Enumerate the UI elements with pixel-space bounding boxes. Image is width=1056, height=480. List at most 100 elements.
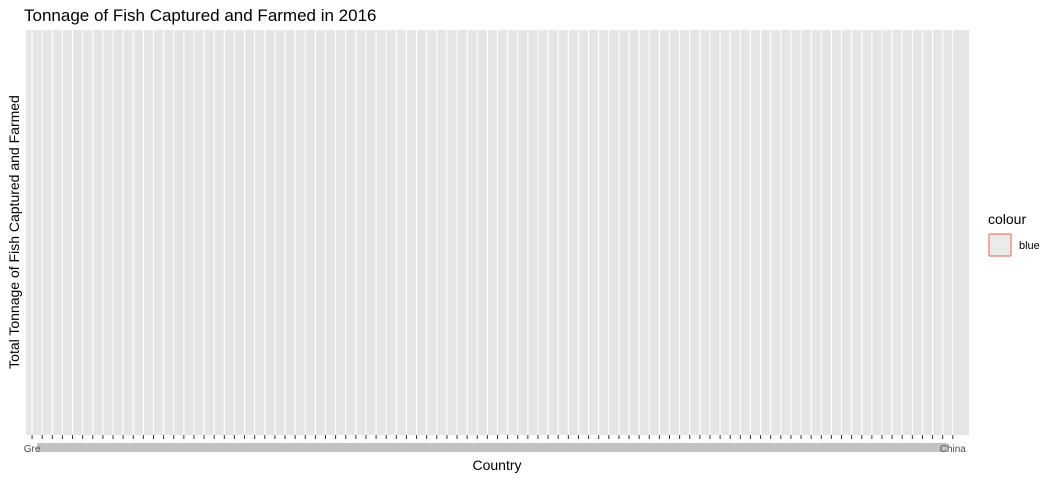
legend: colour blue <box>988 211 1040 257</box>
x-tick-label-overlap <box>47 443 58 452</box>
x-tick-label-overlap <box>401 443 412 452</box>
x-tick-label-overlap <box>452 443 463 452</box>
x-tick-label-overlap <box>269 443 280 452</box>
x-tick-label-overlap <box>472 443 483 452</box>
x-tick-label-overlap <box>138 443 149 452</box>
x-tick-label-overlap <box>684 443 695 452</box>
x-tick-label-overlap <box>178 443 189 452</box>
x-tick-label-overlap <box>512 443 523 452</box>
x-tick-label-overlap <box>108 443 119 452</box>
x-tick-label-overlap <box>340 443 351 452</box>
x-tick-label-overlap <box>360 443 371 452</box>
x-tick-label-overlap <box>441 443 452 452</box>
x-tick-label-overlap <box>887 443 898 452</box>
x-tick-label-overlap <box>745 443 756 452</box>
x-tick-label-overlap <box>593 443 604 452</box>
x-tick-label-overlap <box>644 443 655 452</box>
x-tick-label-overlap <box>624 443 635 452</box>
x-tick-label-overlap <box>239 443 250 452</box>
x-tick-label-overlap <box>199 443 210 452</box>
x-tick-label-overlap <box>87 443 98 452</box>
x-tick-label-overlap <box>67 443 78 452</box>
x-tick-label-overlap <box>603 443 614 452</box>
x-axis-label: Country <box>472 457 521 473</box>
x-tick-label-overlap <box>917 443 928 452</box>
x-tick-label-overlap <box>765 443 776 452</box>
x-tick-label-overlap <box>785 443 796 452</box>
x-tick-label-overlap <box>97 443 108 452</box>
x-tick-label-overlap <box>209 443 220 452</box>
x-tick-label-overlap <box>371 443 382 452</box>
x-tick-label-overlap <box>411 443 422 452</box>
x-tick-label-overlap <box>715 443 726 452</box>
x-tick-label-overlap <box>775 443 786 452</box>
x-tick-label-overlap <box>249 443 260 452</box>
x-tick-label-overlap <box>553 443 564 452</box>
x-tick-label-overlap <box>755 443 766 452</box>
x-tick-label-overlap <box>77 443 88 452</box>
x-tick-label-overlap <box>229 443 240 452</box>
x-tick-label-overlap <box>563 443 574 452</box>
x-tick-label-overlap <box>674 443 685 452</box>
legend-key-blue <box>988 233 1012 257</box>
x-tick-label-overlap <box>300 443 311 452</box>
x-tick-label-overlap <box>482 443 493 452</box>
x-axis-ticks <box>31 435 954 439</box>
x-tick-label-overlap <box>543 443 554 452</box>
x-tick-label-overlap <box>856 443 867 452</box>
x-tick-label-overlap <box>350 443 361 452</box>
x-tick-label-overlap <box>148 443 159 452</box>
x-tick-label-overlap <box>320 443 331 452</box>
x-tick-label-last: China <box>940 444 967 455</box>
legend-title: colour <box>988 211 1026 227</box>
x-tick-label-overlap <box>927 443 938 452</box>
x-tick-label-overlap <box>876 443 887 452</box>
x-tick-label-overlap <box>391 443 402 452</box>
x-tick-label-overlap <box>492 443 503 452</box>
x-tick-label-overlap <box>522 443 533 452</box>
x-tick-label-overlap <box>613 443 624 452</box>
x-tick-label-overlap <box>664 443 675 452</box>
x-tick-label-overlap <box>158 443 169 452</box>
x-tick-label-overlap <box>37 443 48 452</box>
x-tick-label-overlap <box>866 443 877 452</box>
x-tick-label-overlap <box>846 443 857 452</box>
x-tick-label-overlap <box>816 443 827 452</box>
x-tick-label-overlap <box>634 443 645 452</box>
x-tick-label-overlap <box>502 443 513 452</box>
x-tick-label-overlap <box>57 443 68 452</box>
x-tick-label-overlap <box>836 443 847 452</box>
x-tick-label-overlap <box>128 443 139 452</box>
x-tick-label-overlap <box>937 443 948 452</box>
x-tick-label-overlap <box>310 443 321 452</box>
x-tick-label-overlap <box>694 443 705 452</box>
x-tick-label-overlap <box>704 443 715 452</box>
x-tick-label-overlap <box>583 443 594 452</box>
x-axis-tick-labels: Gre China <box>24 443 967 455</box>
x-tick-label-overlap <box>654 443 665 452</box>
x-tick-label-overlap <box>188 443 199 452</box>
x-tick-label-overlap <box>168 443 179 452</box>
x-tick-label-overlap <box>280 443 291 452</box>
x-tick-label-overlap <box>897 443 908 452</box>
x-tick-label-overlap <box>796 443 807 452</box>
x-gridlines <box>31 30 954 435</box>
x-tick-label-overlap <box>462 443 473 452</box>
y-axis-label: Total Tonnage of Fish Captured and Farme… <box>6 95 22 369</box>
x-tick-label-overlap <box>907 443 918 452</box>
x-tick-label-overlap <box>330 443 341 452</box>
x-tick-label-overlap <box>290 443 301 452</box>
x-tick-label-overlap <box>806 443 817 452</box>
x-tick-label-overlap <box>826 443 837 452</box>
x-tick-label-overlap <box>118 443 129 452</box>
x-tick-label-overlap <box>573 443 584 452</box>
x-tick-label-first: Gre <box>24 444 41 455</box>
x-tick-label-overlap <box>532 443 543 452</box>
legend-label-blue: blue <box>1019 240 1040 252</box>
chart-title: Tonnage of Fish Captured and Farmed in 2… <box>24 6 377 25</box>
x-tick-label-overlap <box>219 443 230 452</box>
x-tick-label-overlap <box>421 443 432 452</box>
x-tick-label-overlap <box>735 443 746 452</box>
x-tick-label-overlap <box>725 443 736 452</box>
